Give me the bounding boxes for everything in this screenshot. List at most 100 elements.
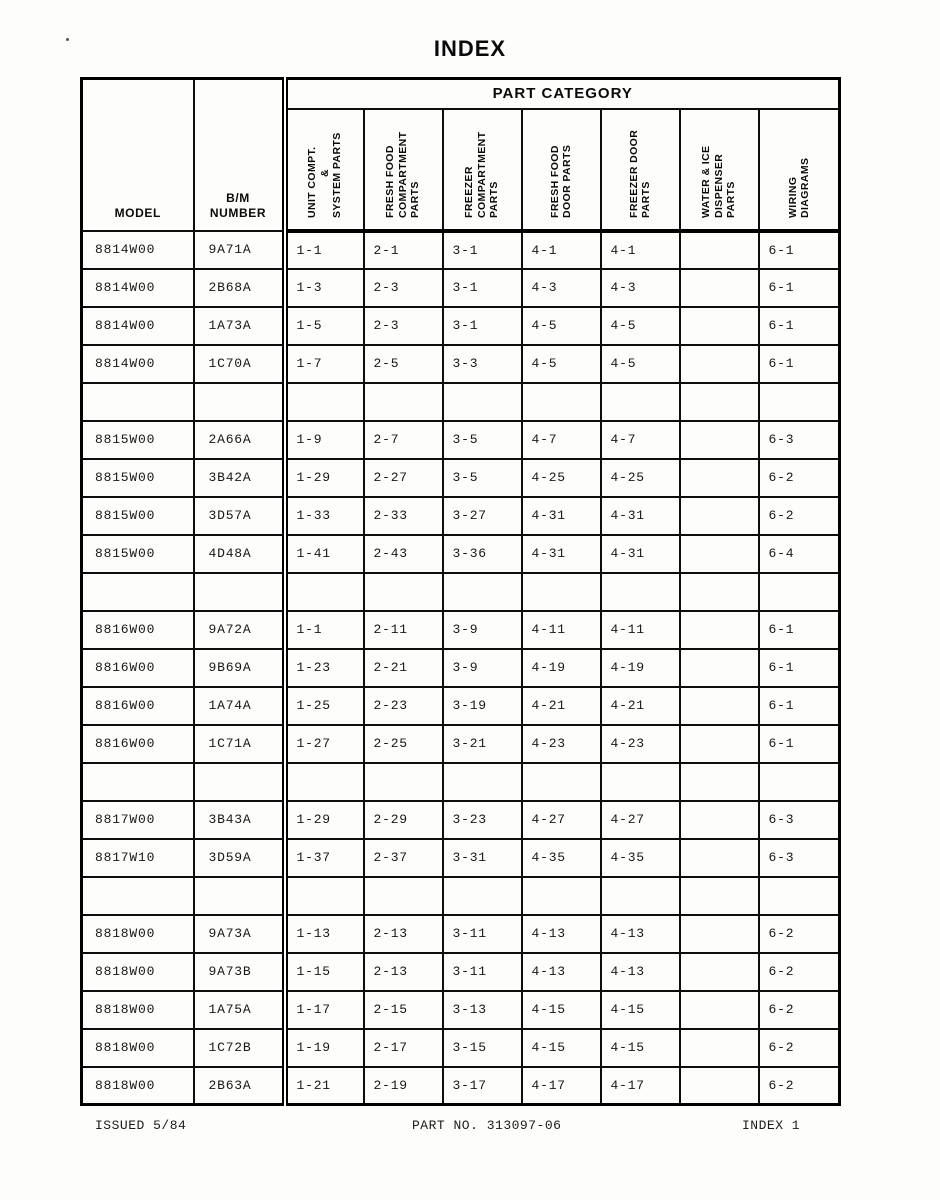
page-ref-cell: 3-11 (441, 913, 523, 954)
bm-number-cell: 2B68A (192, 267, 286, 308)
page-ref-cell: 1-29 (281, 457, 365, 498)
page-ref-cell (678, 609, 760, 650)
bm-number-cell: 3B42A (192, 457, 286, 498)
page-ref-cell: 2-3 (362, 305, 444, 346)
bm-number-cell: 3D59A (192, 837, 286, 878)
table-row: 8816W00 9A72A 1-1 2-11 3-9 4-11 4-11 6-1 (80, 609, 841, 650)
page-ref-cell (362, 381, 444, 422)
page-ref-cell: 1-37 (281, 837, 365, 878)
page-ref-cell: 2-5 (362, 343, 444, 384)
page-ref-cell: 4-3 (520, 267, 602, 308)
index-table: MODEL B/M NUMBER PART CATEGORY UNIT COMP… (80, 77, 842, 1106)
page-ref-cell: 1-5 (281, 305, 365, 346)
bm-number-cell: 1A74A (192, 685, 286, 726)
page-ref-cell (678, 229, 760, 270)
bm-number-cell: 3B43A (192, 799, 286, 840)
page-ref-cell: 6-1 (757, 229, 841, 270)
column-header-line: FREEZER (463, 166, 476, 218)
bm-number-cell: 9A71A (192, 229, 286, 270)
table-row-blank (80, 875, 841, 916)
page-ref-cell: 6-1 (757, 267, 841, 308)
bm-number-cell: 9A72A (192, 609, 286, 650)
page-footer: ISSUED 5/84 PART NO. 313097-06 INDEX 1 (0, 1118, 940, 1138)
page-ref-cell: 3-5 (441, 457, 523, 498)
page-ref-cell: 3-19 (441, 685, 523, 726)
page-ref-cell: 3-5 (441, 419, 523, 460)
page-ref-cell: 4-35 (599, 837, 681, 878)
column-header-line: WIRING (786, 176, 799, 218)
page-ref-cell (599, 761, 681, 802)
page-ref-cell: 3-31 (441, 837, 523, 878)
page-ref-cell: 2-7 (362, 419, 444, 460)
page-ref-cell: 4-13 (520, 951, 602, 992)
model-cell: 8816W00 (80, 609, 195, 650)
model-cell: 8815W00 (80, 495, 195, 536)
page-ref-cell: 4-7 (520, 419, 602, 460)
page-ref-cell: 2-1 (362, 229, 444, 270)
table-row: 8816W00 1A74A 1-25 2-23 3-19 4-21 4-21 6-1 (80, 685, 841, 726)
page-ref-cell: 3-36 (441, 533, 523, 574)
page-ref-cell: 3-13 (441, 989, 523, 1030)
page-ref-cell: 4-5 (599, 343, 681, 384)
model-column-label: MODEL (114, 205, 161, 220)
table-row: 8816W00 1C71A 1-27 2-25 3-21 4-23 4-23 6-1 (80, 723, 841, 764)
page-ref-cell (362, 571, 444, 612)
page-ref-cell: 6-2 (757, 913, 841, 954)
bm-label-line1: B/M (226, 190, 250, 205)
page-ref-cell: 4-23 (520, 723, 602, 764)
page-ref-cell (599, 381, 681, 422)
model-cell: 8816W00 (80, 685, 195, 726)
column-header-line: WATER & ICE (700, 145, 713, 218)
table-row: 8814W00 1C70A 1-7 2-5 3-3 4-5 4-5 6-1 (80, 343, 841, 384)
page-ref-cell: 1-3 (281, 267, 365, 308)
table-row: 8818W00 9A73A 1-13 2-13 3-11 4-13 4-13 6-2 (80, 913, 841, 954)
table-row: 8815W00 3D57A 1-33 2-33 3-27 4-31 4-31 6-2 (80, 495, 841, 536)
page-ref-cell: 6-2 (757, 1065, 841, 1106)
page-ref-cell: 4-5 (599, 305, 681, 346)
model-cell: 8814W00 (80, 229, 195, 270)
page-ref-cell: 2-15 (362, 989, 444, 1030)
page-ref-cell (678, 495, 760, 536)
page-ref-cell: 6-1 (757, 609, 841, 650)
page-ref-cell (678, 457, 760, 498)
page-ref-cell: 4-11 (599, 609, 681, 650)
page-ref-cell (678, 761, 760, 802)
bm-number-cell: 9A73A (192, 913, 286, 954)
table-row-blank (80, 761, 841, 802)
page-ref-cell (281, 571, 365, 612)
page-ref-cell: 4-31 (520, 495, 602, 536)
page-ref-cell: 6-2 (757, 457, 841, 498)
page-ref-cell: 1-1 (281, 609, 365, 650)
part-category-header: PART CATEGORY (281, 77, 841, 110)
table-row: 8815W00 3B42A 1-29 2-27 3-5 4-25 4-25 6-2 (80, 457, 841, 498)
bm-number-cell: 1A75A (192, 989, 286, 1030)
bm-number-cell: 2A66A (192, 419, 286, 460)
page-ref-cell: 3-23 (441, 799, 523, 840)
page-ref-cell (520, 571, 602, 612)
page-ref-cell: 3-27 (441, 495, 523, 536)
page-ref-cell (441, 875, 523, 916)
column-header-line: PARTS (488, 181, 501, 218)
page-ref-cell: 4-21 (520, 685, 602, 726)
model-cell (80, 381, 195, 422)
model-cell (80, 875, 195, 916)
table-row-blank (80, 571, 841, 612)
page-ref-cell (520, 761, 602, 802)
model-cell: 8818W00 (80, 951, 195, 992)
column-header-fresh-food-compartment-parts: FRESH FOOD COMPARTMENT PARTS (362, 107, 444, 233)
table-row: 8818W00 2B63A 1-21 2-19 3-17 4-17 4-17 6-2 (80, 1065, 841, 1106)
page-ref-cell: 3-1 (441, 229, 523, 270)
page-ref-cell (520, 875, 602, 916)
page-ref-cell (678, 381, 760, 422)
category-header-row: UNIT COMPT. & SYSTEM PARTS FRESH FOOD COMPAR… (82, 107, 841, 233)
page-ref-cell: 4-1 (599, 229, 681, 270)
page-ref-cell: 6-1 (757, 305, 841, 346)
footer-page-label: INDEX 1 (742, 1118, 801, 1133)
model-cell: 8815W00 (80, 457, 195, 498)
page-ref-cell: 6-1 (757, 647, 841, 688)
model-cell: 8814W00 (80, 305, 195, 346)
page-ref-cell: 4-15 (520, 989, 602, 1030)
bm-number-cell: 3D57A (192, 495, 286, 536)
page-ref-cell (757, 761, 841, 802)
page-ref-cell (678, 305, 760, 346)
